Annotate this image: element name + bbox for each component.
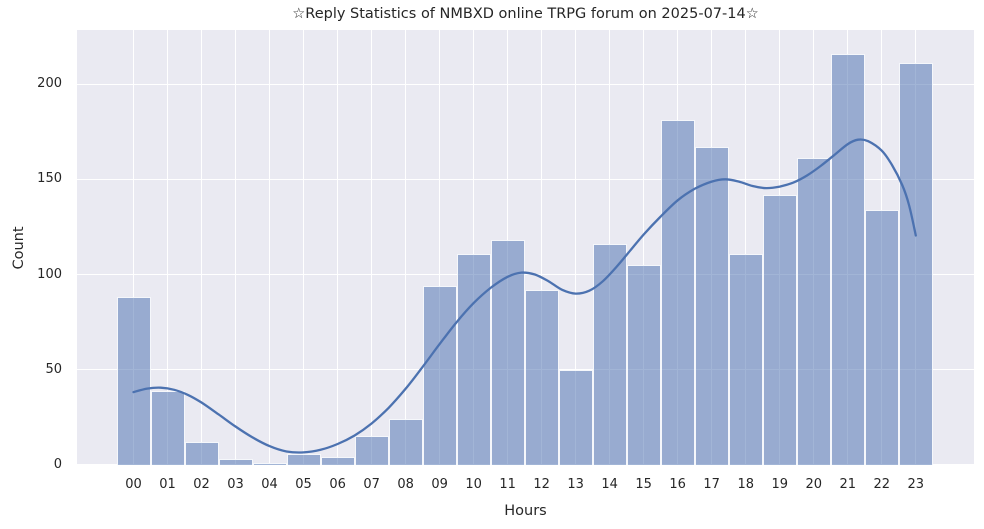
y-tick-label: 0: [53, 457, 62, 472]
x-tick-label: 02: [193, 477, 210, 492]
x-tick-label: 18: [737, 477, 755, 492]
x-tick-label: 06: [329, 477, 346, 492]
bar-hour-00: [116, 297, 151, 465]
x-tick-label: 05: [295, 477, 312, 492]
bar-hour-08: [388, 419, 423, 465]
y-tick-label: 100: [37, 266, 62, 282]
bar-hour-04: [252, 463, 287, 465]
x-tick-label: 16: [669, 477, 686, 492]
plot-area: [77, 30, 974, 466]
x-tick-label: 19: [771, 477, 789, 492]
y-axis-label: Count: [11, 226, 27, 270]
bar-hour-07: [354, 436, 389, 465]
gridline-vertical: [371, 30, 373, 465]
bar-hour-06: [320, 457, 355, 465]
gridline-horizontal: [77, 83, 974, 85]
bar-hour-16: [660, 120, 695, 465]
x-tick-label: 03: [227, 477, 244, 492]
bar-hour-18: [728, 253, 763, 465]
x-tick-label: 22: [873, 477, 891, 492]
bar-hour-17: [694, 146, 729, 465]
bar-hour-01: [150, 390, 185, 465]
bar-hour-09: [422, 286, 457, 465]
x-tick-label: 09: [431, 477, 448, 492]
x-tick-label: 20: [805, 477, 823, 492]
gridline-vertical: [234, 30, 237, 465]
x-tick-label: 11: [499, 477, 516, 492]
x-tick-label: 10: [465, 477, 482, 492]
x-tick-label: 17: [703, 477, 720, 492]
gridline-vertical: [200, 30, 203, 465]
x-tick-label: 21: [839, 477, 857, 492]
x-tick-label: 13: [567, 477, 584, 492]
x-tick-label: 01: [159, 477, 176, 492]
x-tick-label: 00: [125, 477, 142, 492]
bar-hour-21: [830, 53, 865, 465]
bar-hour-22: [864, 209, 899, 465]
x-tick-label: 04: [261, 477, 278, 492]
gridline-vertical: [302, 30, 305, 465]
gridline-vertical: [405, 30, 407, 465]
y-tick-label: 200: [37, 76, 62, 92]
bar-hour-03: [218, 459, 253, 465]
chart-title: ☆Reply Statistics of NMBXD online TRPG f…: [292, 6, 759, 22]
bar-hour-05: [286, 453, 321, 465]
y-tick-label: 150: [37, 171, 62, 187]
x-axis-label: Hours: [504, 503, 547, 519]
y-tick-label: 50: [45, 361, 62, 377]
x-tick-label: 14: [601, 477, 618, 492]
x-tick-label: 07: [363, 477, 380, 492]
bar-hour-23: [898, 63, 933, 465]
bar-hour-10: [456, 253, 491, 465]
bar-hour-13: [558, 369, 593, 465]
x-tick-label: 08: [397, 477, 414, 492]
gridline-horizontal: [77, 464, 974, 466]
gridline-vertical: [268, 30, 271, 465]
x-tick-label: 23: [907, 477, 925, 492]
x-tick-label: 15: [635, 477, 652, 492]
bar-hour-12: [524, 289, 559, 465]
bar-hour-14: [592, 244, 627, 465]
bar-hour-20: [796, 158, 831, 465]
bar-hour-15: [626, 265, 661, 465]
bar-hour-19: [762, 194, 797, 465]
x-tick-label: 12: [533, 477, 550, 492]
gridline-vertical: [337, 30, 339, 465]
bar-hour-11: [490, 240, 525, 465]
bar-hour-02: [184, 442, 219, 465]
